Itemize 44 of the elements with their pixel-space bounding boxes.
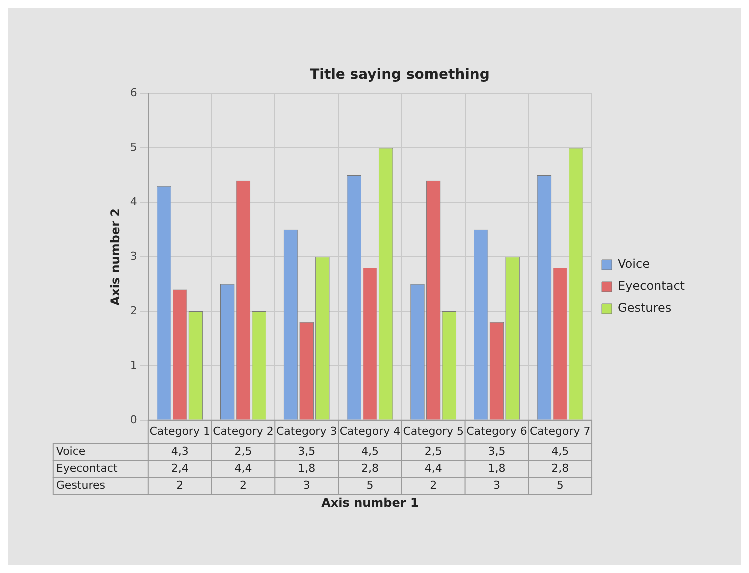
data-label: 5 (366, 478, 374, 492)
data-label: 2 (176, 478, 184, 492)
text: Voice (56, 444, 86, 458)
legend-label: Voice (618, 256, 650, 271)
x-axis-title: Axis number 1 (321, 495, 418, 510)
data-label: 4,4 (234, 461, 252, 474)
data-label: 2,5 (424, 444, 442, 458)
y-tick-label: 6 (130, 86, 137, 100)
data-label: 3 (492, 478, 500, 492)
data-label: 3,5 (298, 444, 316, 458)
y-axis-title: Axis number 2 (108, 208, 122, 306)
data-label: 4,5 (360, 444, 378, 458)
y-tick-label: 0 (130, 412, 137, 426)
legend-label: Eyecontact (618, 278, 685, 293)
text: Gestures (56, 478, 105, 492)
data-label: 2,8 (360, 461, 378, 474)
data-label: 3 (302, 478, 310, 492)
data-label: 2,4 (170, 461, 188, 474)
x-tick-label: Category 6 (466, 424, 527, 438)
x-tick-label: Category 2 (212, 424, 274, 438)
data-label: 2 (430, 478, 437, 492)
data-label: 2 (239, 478, 246, 492)
data-label: 4,5 (551, 444, 569, 458)
x-tick-label: Category 3 (276, 424, 337, 438)
x-tick-label: Category 4 (339, 424, 400, 438)
x-tick-label: Category 7 (529, 424, 590, 438)
chart-title: Title saying something (310, 66, 490, 83)
y-tick-label: 2 (130, 304, 137, 317)
data-label: 4,3 (170, 444, 188, 458)
text: Eyecontact (56, 461, 118, 474)
data-label: 4,4 (424, 461, 442, 474)
data-label: 1,8 (488, 461, 506, 474)
data-label: 2,8 (551, 461, 569, 474)
y-tick-label: 1 (130, 358, 137, 372)
data-label: 5 (556, 478, 564, 492)
y-tick-label: 3 (130, 249, 137, 262)
y-tick-label: 5 (130, 140, 137, 154)
data-label: 1,8 (298, 461, 316, 474)
y-tick-label: 4 (130, 195, 137, 208)
x-tick-label: Category 5 (402, 424, 464, 438)
data-label: 3,5 (488, 444, 506, 458)
legend-label: Gestures (618, 300, 672, 315)
x-tick-label: Category 1 (149, 424, 210, 438)
data-label: 2,5 (234, 444, 252, 458)
